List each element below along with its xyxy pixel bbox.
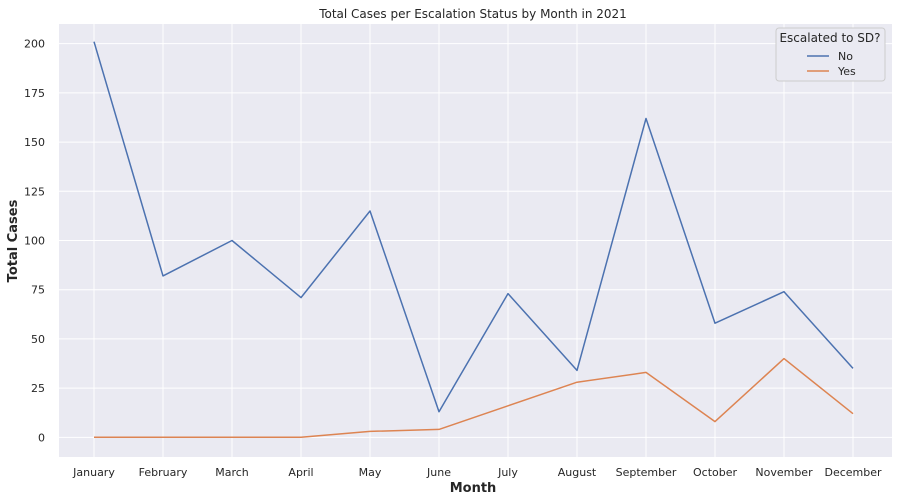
x-tick-label: June [426, 466, 451, 479]
y-tick-label: 125 [24, 185, 45, 198]
x-tick-label: February [139, 466, 188, 479]
y-tick-label: 200 [24, 38, 45, 51]
x-tick-labels: January February March April May June July Augu… [72, 466, 882, 479]
x-tick-label: December [824, 466, 882, 479]
chart-title: Total Cases per Escalation Status by Mon… [318, 7, 627, 21]
x-tick-label: September [616, 466, 677, 479]
x-tick-label: April [288, 466, 313, 479]
y-tick-labels: 0 25 50 75 100 125 150 175 200 [24, 38, 45, 445]
y-tick-label: 50 [31, 333, 45, 346]
series-lines [93, 41, 854, 439]
series-line-yes [94, 357, 854, 439]
y-tick-label: 75 [31, 284, 45, 297]
x-tick-label: November [755, 466, 813, 479]
y-tick-label: 25 [31, 382, 45, 395]
x-tick-label: August [558, 466, 597, 479]
legend: Escalated to SD? No Yes [775, 27, 886, 82]
legend-label-yes: Yes [837, 65, 856, 78]
x-tick-label: January [72, 466, 115, 479]
series-line-no [93, 41, 854, 413]
y-tick-label: 175 [24, 87, 45, 100]
y-tick-label: 0 [38, 431, 45, 444]
legend-label-no: No [838, 50, 853, 63]
y-tick-label: 100 [24, 235, 45, 248]
y-axis-label: Total Cases [6, 199, 21, 282]
x-tick-label: July [497, 466, 518, 479]
y-tick-label: 150 [24, 136, 45, 149]
legend-title: Escalated to SD? [779, 31, 880, 45]
x-axis-label: Month [450, 481, 497, 496]
x-tick-label: March [215, 466, 249, 479]
x-tick-label: May [359, 466, 382, 479]
legend-box [775, 27, 886, 82]
x-tick-label: October [693, 466, 737, 479]
grid-lines [59, 24, 892, 457]
